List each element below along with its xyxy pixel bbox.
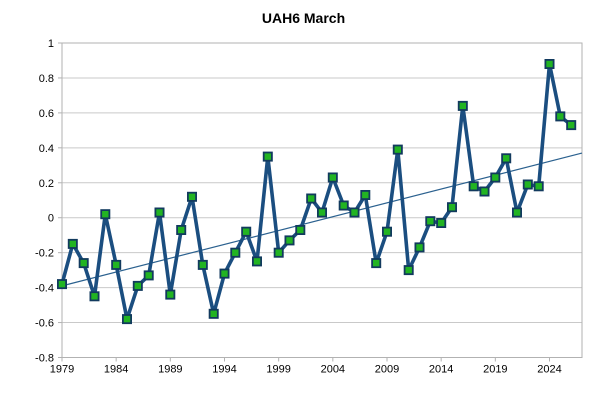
data-point-marker — [176, 224, 187, 235]
x-tick-label: 2014 — [429, 364, 453, 376]
data-point-marker — [327, 172, 338, 183]
data-point-marker — [457, 100, 468, 111]
trend-line — [61, 152, 583, 287]
data-point-marker — [230, 247, 241, 258]
data-point-marker — [165, 289, 176, 300]
y-tick-label: -0.6 — [35, 318, 54, 330]
data-point-marker — [262, 151, 273, 162]
y-tick-label: 0.6 — [39, 108, 54, 120]
y-tick-label: 1 — [48, 38, 54, 50]
data-point-marker — [284, 235, 295, 246]
data-point-marker — [67, 238, 78, 249]
data-line — [60, 62, 574, 321]
y-tick-label: 0.8 — [39, 73, 54, 85]
data-point-marker — [241, 226, 252, 237]
x-tick-label: 2019 — [483, 364, 507, 376]
data-point-marker — [360, 189, 371, 200]
data-point-marker — [111, 259, 122, 270]
x-tick-label: 1984 — [104, 364, 128, 376]
data-point-marker — [512, 207, 523, 218]
data-point-marker — [208, 308, 219, 319]
data-point-marker — [501, 153, 512, 164]
data-point-marker — [436, 217, 447, 228]
data-point-marker — [251, 256, 262, 267]
data-point-marker — [100, 209, 111, 220]
x-tick-label: 2024 — [537, 364, 561, 376]
x-tick-label: 2004 — [321, 364, 345, 376]
x-tick-label: 2009 — [375, 364, 399, 376]
data-point-marker — [479, 186, 490, 197]
data-point-marker — [468, 181, 479, 192]
data-point-marker — [197, 259, 208, 270]
data-point-marker — [425, 216, 436, 227]
data-point-marker — [154, 207, 165, 218]
gridlines — [62, 42, 582, 358]
x-tick-label: 1994 — [212, 364, 236, 376]
data-point-marker — [273, 247, 284, 258]
data-point-marker — [306, 193, 317, 204]
y-tick-label: 0 — [48, 213, 54, 225]
data-point-marker — [392, 144, 403, 155]
data-point-marker — [295, 224, 306, 235]
data-point-marker — [349, 207, 360, 218]
data-point-marker — [490, 172, 501, 183]
data-point-marker — [143, 270, 154, 281]
y-tick-label: -0.8 — [35, 353, 54, 365]
data-point-marker — [132, 280, 143, 291]
data-point-marker — [381, 226, 392, 237]
data-point-marker — [446, 202, 457, 213]
data-point-marker — [122, 314, 133, 325]
y-tick-label: 0.2 — [39, 178, 54, 190]
data-point-marker — [371, 258, 382, 269]
x-tick-label: 1989 — [158, 364, 182, 376]
data-point-marker — [57, 279, 68, 290]
data-point-marker — [78, 258, 89, 269]
data-point-marker — [533, 181, 544, 192]
data-point-marker — [403, 265, 414, 276]
data-point-marker — [186, 191, 197, 202]
data-point-marker — [338, 200, 349, 211]
data-point-marker — [522, 179, 533, 190]
data-markers — [57, 59, 577, 325]
y-tick-label: -0.4 — [35, 283, 54, 295]
data-point-marker — [219, 268, 230, 279]
x-axis: 1979 1984 1989 1994 1999 2004 2009 2014 2019 2024 — [50, 357, 562, 376]
chart-title: UAH6 March — [261, 10, 346, 26]
data-point-marker — [555, 111, 566, 122]
y-tick-label: 0.4 — [39, 143, 54, 155]
data-point-marker — [544, 59, 555, 70]
plot-frame — [61, 42, 583, 358]
y-axis: 1 0.8 0.6 0.4 0.2 0 -0.2 -0.4 -0.6 -0.8 — [35, 38, 62, 365]
y-tick-label: -0.2 — [35, 248, 54, 260]
data-point-marker — [414, 242, 425, 253]
x-tick-label: 1979 — [50, 364, 74, 376]
data-point-marker — [316, 207, 327, 218]
data-point-marker — [89, 291, 100, 302]
x-tick-label: 1999 — [266, 364, 290, 376]
data-point-marker — [566, 120, 577, 131]
